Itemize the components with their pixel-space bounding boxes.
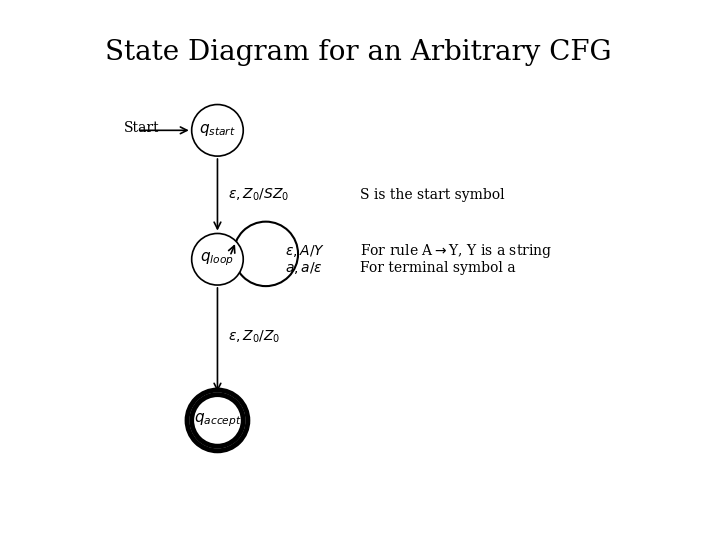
Text: $\varepsilon, Z_0/SZ_0$: $\varepsilon, Z_0/SZ_0$ — [228, 187, 289, 203]
Text: For terminal symbol a: For terminal symbol a — [360, 261, 516, 275]
Text: $q_{start}$: $q_{start}$ — [199, 123, 236, 138]
Text: $\varepsilon, A/Y$: $\varepsilon, A/Y$ — [284, 243, 325, 259]
Circle shape — [192, 395, 243, 446]
Text: $q_{loop}$: $q_{loop}$ — [200, 251, 235, 268]
Text: For rule A$\rightarrow$Y, Y is a string: For rule A$\rightarrow$Y, Y is a string — [360, 242, 552, 260]
Text: $a,a/\varepsilon$: $a,a/\varepsilon$ — [284, 260, 323, 276]
Text: $\varepsilon, Z_0/Z_0$: $\varepsilon, Z_0/Z_0$ — [228, 329, 281, 346]
Circle shape — [192, 233, 243, 285]
Circle shape — [192, 105, 243, 156]
Text: $q_{accept}$: $q_{accept}$ — [194, 411, 241, 429]
Text: S is the start symbol: S is the start symbol — [360, 188, 505, 202]
Text: Start: Start — [123, 120, 159, 134]
Text: State Diagram for an Arbitrary CFG: State Diagram for an Arbitrary CFG — [104, 39, 611, 66]
